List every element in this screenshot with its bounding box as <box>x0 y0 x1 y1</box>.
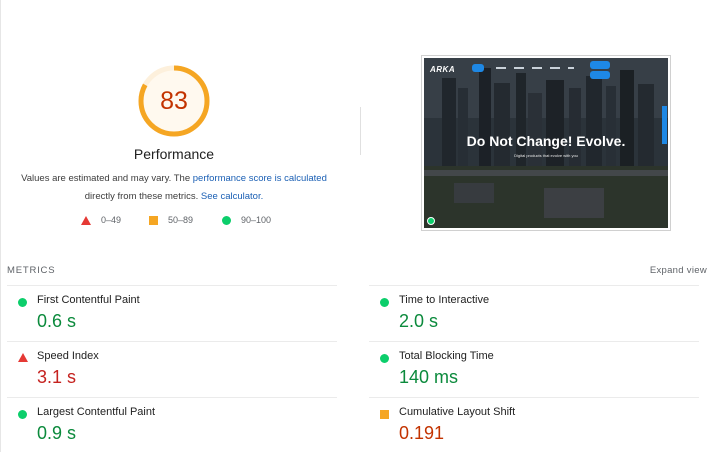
metric-name: Cumulative Layout Shift <box>399 406 516 418</box>
pass-circle-icon <box>18 298 27 307</box>
screenshot-badge-icon <box>427 217 435 225</box>
circle-icon <box>222 215 231 225</box>
screenshot-nav-link <box>496 67 506 69</box>
screenshot-nav-pill <box>472 64 484 72</box>
metric-name: Total Blocking Time <box>399 350 494 362</box>
screenshot-nav-link <box>550 67 560 69</box>
metric-name: Time to Interactive <box>399 294 490 306</box>
page-screenshot[interactable]: ARKA Do Not Change! Evolve. Digital prod… <box>421 55 671 231</box>
screenshot-nav-link <box>532 67 542 69</box>
performance-score: 83 <box>160 87 188 115</box>
screenshot-logo: ARKA <box>430 64 456 74</box>
performance-gauge: 83 <box>136 63 212 139</box>
metrics-title: METRICS <box>7 265 56 276</box>
metric-value: 0.9 s <box>37 423 77 443</box>
performance-label: Performance <box>133 146 215 162</box>
legend-average-label: 50–89 <box>168 215 194 225</box>
screenshot-nav-button <box>590 71 610 79</box>
metric-largest-contentful-paint: Largest Contentful Paint 0.9 s <box>7 397 337 452</box>
metric-name: First Contentful Paint <box>37 294 140 306</box>
estimate-note: Values are estimated and may vary. The p… <box>14 170 334 206</box>
metric-value: 3.1 s <box>37 367 77 387</box>
metric-cumulative-layout-shift: Cumulative Layout Shift 0.191 <box>369 397 699 452</box>
screenshot-side-tab <box>662 106 667 144</box>
section-divider <box>360 107 361 155</box>
expand-view-button[interactable]: Expand view <box>649 265 707 276</box>
screenshot-nav-link <box>568 67 574 69</box>
estimate-note-middle: directly from these metrics. <box>84 191 199 202</box>
see-calculator-link[interactable]: See calculator. <box>200 191 264 202</box>
left-border <box>0 0 1 452</box>
metric-time-to-interactive: Time to Interactive 2.0 s <box>369 285 699 341</box>
legend-good: 90–100 <box>222 213 271 227</box>
screenshot-headline: Do Not Change! Evolve. <box>466 133 626 149</box>
legend-poor-label: 0–49 <box>101 215 122 225</box>
metric-name: Speed Index <box>37 350 99 362</box>
estimate-note-prefix: Values are estimated and may vary. The <box>21 173 191 184</box>
metric-value: 140 ms <box>399 367 459 387</box>
legend-average: 50–89 <box>149 213 193 227</box>
screenshot-nav: ARKA <box>424 58 668 80</box>
average-square-icon <box>380 410 389 419</box>
screenshot-nav-button <box>590 61 610 69</box>
triangle-icon <box>81 215 91 225</box>
metric-value: 0.191 <box>399 423 445 443</box>
metric-name: Largest Contentful Paint <box>37 406 156 418</box>
city-skyline-image <box>424 58 668 228</box>
legend-good-label: 90–100 <box>241 215 272 225</box>
pass-circle-icon <box>18 410 27 419</box>
fail-triangle-icon <box>18 353 28 362</box>
screenshot-subheadline: Digital products that evolve with you <box>514 153 578 158</box>
pass-circle-icon <box>380 354 389 363</box>
pass-circle-icon <box>380 298 389 307</box>
score-calculated-link[interactable]: performance score is calculated <box>192 173 327 184</box>
square-icon <box>149 215 158 225</box>
legend-poor: 0–49 <box>81 213 121 227</box>
metric-speed-index: Speed Index 3.1 s <box>7 341 337 397</box>
screenshot-image: ARKA Do Not Change! Evolve. Digital prod… <box>424 58 668 228</box>
metric-first-contentful-paint: First Contentful Paint 0.6 s <box>7 285 337 341</box>
metric-total-blocking-time: Total Blocking Time 140 ms <box>369 341 699 397</box>
metric-value: 0.6 s <box>37 311 77 331</box>
gauge-ring <box>138 65 210 137</box>
metric-value: 2.0 s <box>399 311 439 331</box>
screenshot-nav-link <box>514 67 524 69</box>
